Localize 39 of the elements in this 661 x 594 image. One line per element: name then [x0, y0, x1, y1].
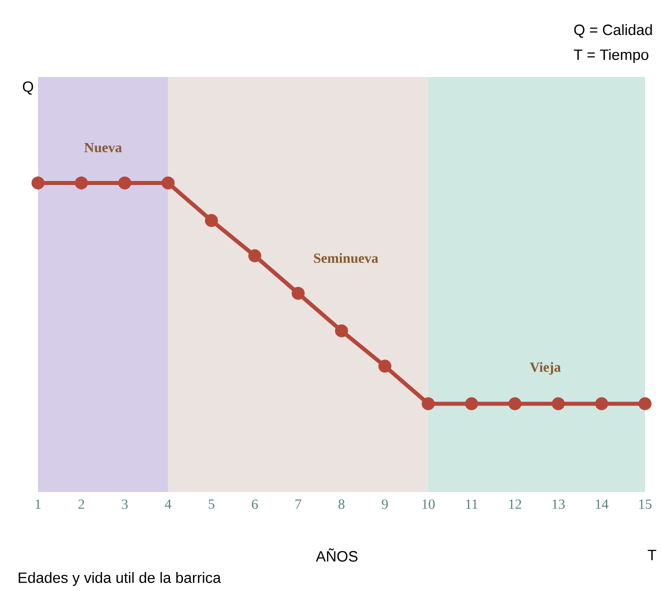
point — [552, 397, 565, 410]
text: T = Tiempo — [574, 49, 648, 63]
point — [508, 397, 522, 410]
band-label: Seminueva — [314, 253, 378, 263]
x-tick-label: 5 — [208, 499, 214, 509]
point — [118, 176, 132, 190]
x-tick-label: 15 — [639, 499, 652, 509]
x-tick-label: 8 — [338, 500, 344, 509]
x-tick-label: 14 — [596, 499, 608, 509]
point — [32, 176, 45, 190]
x-tick-label: 4 — [164, 499, 172, 509]
text: T — [648, 550, 656, 560]
point — [162, 176, 175, 190]
x-tick-label: 10 — [422, 500, 435, 509]
text: Q = Calidad — [574, 24, 652, 38]
x-tick-label: 2 — [78, 500, 84, 509]
point — [378, 360, 392, 373]
x-tick-label: 6 — [252, 500, 258, 509]
point — [595, 397, 608, 410]
x-tick-label: 13 — [552, 500, 565, 509]
point — [335, 324, 348, 338]
band-label: Nueva — [84, 142, 122, 152]
x-tick-label: 11 — [466, 499, 478, 509]
x-tick-label: 7 — [296, 499, 302, 509]
band-label: Vieja — [530, 362, 561, 375]
x-tick-label: 12 — [509, 500, 522, 509]
point — [292, 286, 305, 300]
x-axis-title: AÑOS — [316, 548, 358, 562]
point — [74, 176, 88, 190]
x-tick-label: 9 — [382, 500, 388, 509]
point — [638, 397, 652, 410]
x-tick-label: 3 — [122, 500, 128, 509]
x-tick-label: 1 — [36, 499, 41, 509]
text: Q — [22, 81, 34, 95]
point — [465, 397, 478, 410]
text: Edades y vida util de la barrica — [18, 572, 221, 586]
point — [204, 214, 218, 227]
point — [248, 249, 262, 262]
point — [422, 397, 435, 410]
